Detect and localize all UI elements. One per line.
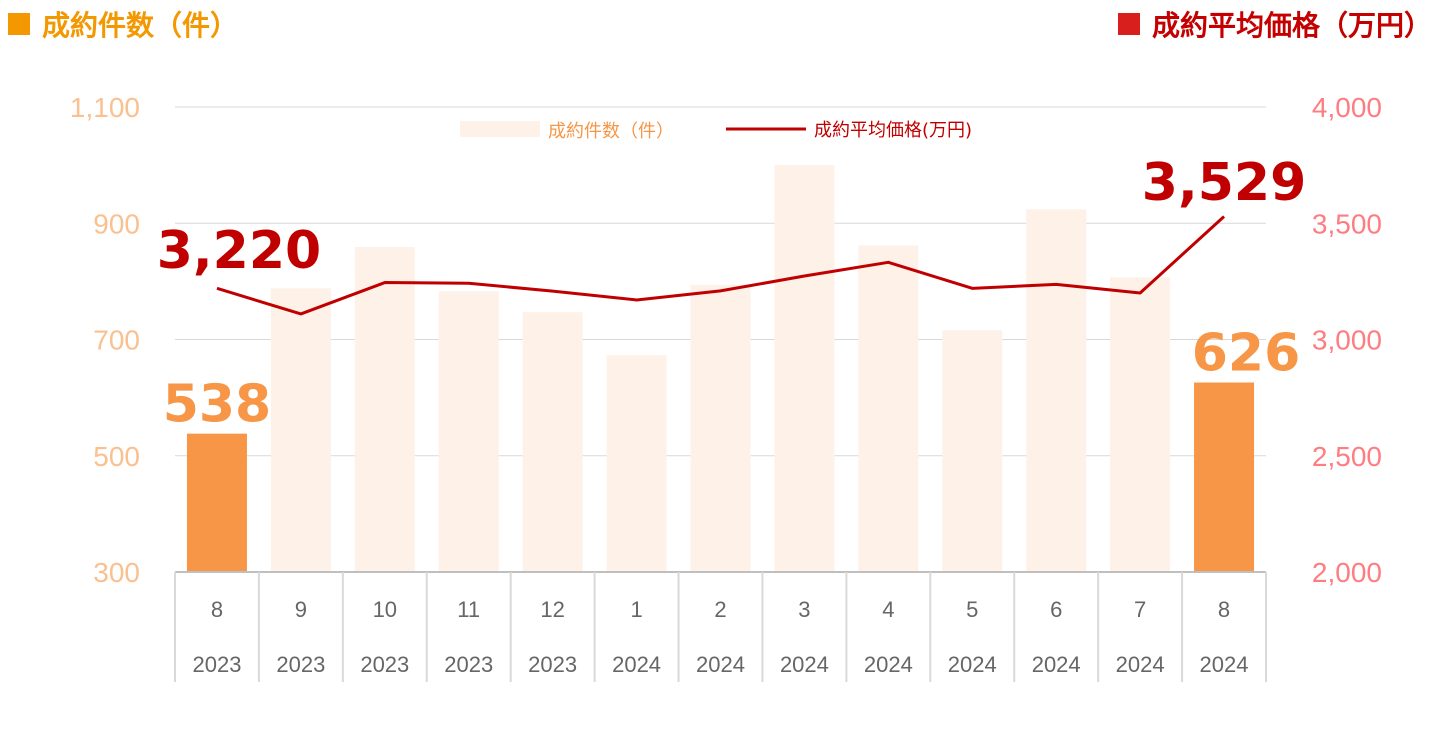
left-axis-tick-label: 300	[93, 557, 140, 588]
month-label: 4	[882, 597, 894, 622]
right-axis-title: 成約平均価格（万円）	[1117, 4, 1432, 44]
left-axis-title-text: 成約件数（件）	[42, 9, 239, 42]
data-label: 626	[1192, 324, 1301, 384]
legend-bar-label: 成約件数（件）	[548, 121, 674, 142]
month-label: 11	[457, 597, 480, 622]
month-label: 2	[714, 597, 726, 622]
year-label: 2023	[444, 652, 493, 677]
left-axis-tick-label: 1,100	[70, 92, 140, 123]
month-label: 1	[630, 597, 642, 622]
year-label: 2024	[612, 652, 661, 677]
right-axis-tick-label: 2,000	[1312, 557, 1382, 588]
bar	[690, 284, 751, 572]
bar	[1194, 382, 1255, 572]
data-label: 3,220	[157, 221, 321, 281]
month-label: 6	[1050, 597, 1062, 622]
data-label: 3,529	[1142, 153, 1306, 213]
month-label: 10	[373, 597, 397, 622]
left-axis-tick-label: 900	[93, 208, 140, 239]
right-axis-tick-label: 3,000	[1312, 325, 1382, 356]
month-label: 7	[1134, 597, 1146, 622]
right-axis-tick-label: 3,500	[1312, 208, 1382, 239]
bar	[606, 355, 667, 572]
bar	[1110, 277, 1171, 572]
bar	[858, 245, 919, 572]
year-label: 2024	[780, 652, 829, 677]
data-label: 538	[163, 375, 272, 435]
left-axis-tick-label: 500	[93, 441, 140, 472]
bar	[942, 330, 1003, 572]
right-axis-tick-label: 4,000	[1312, 92, 1382, 123]
year-label: 2024	[1032, 652, 1081, 677]
month-label: 8	[1218, 597, 1230, 622]
year-label: 2024	[1200, 652, 1249, 677]
right-axis-title-text: 成約平均価格（万円）	[1151, 9, 1432, 42]
right-axis-tick-label: 2,500	[1312, 441, 1382, 472]
bar	[354, 247, 415, 573]
red-square-icon	[1117, 13, 1140, 35]
orange-square-icon	[8, 13, 30, 35]
year-label: 2023	[276, 652, 325, 677]
month-label: 12	[540, 597, 564, 622]
bar	[438, 291, 499, 572]
year-label: 2023	[192, 652, 241, 677]
month-label: 5	[966, 597, 978, 622]
year-label: 2024	[1116, 652, 1165, 677]
bar	[1026, 209, 1087, 573]
bar	[774, 165, 835, 572]
month-label: 9	[295, 597, 307, 622]
legend-bar-swatch	[460, 121, 540, 137]
year-label: 2023	[528, 652, 577, 677]
year-label: 2024	[696, 652, 745, 677]
bar	[522, 312, 583, 572]
year-label: 2024	[948, 652, 997, 677]
legend-line-label: 成約平均価格(万円)	[814, 120, 972, 141]
year-label: 2024	[864, 652, 913, 677]
left-axis-title: 成約件数（件）	[8, 4, 238, 44]
left-axis-tick-label: 700	[93, 325, 140, 356]
month-label: 3	[798, 597, 810, 622]
bar	[270, 288, 331, 572]
bar	[186, 433, 247, 572]
year-label: 2023	[360, 652, 409, 677]
month-label: 8	[211, 597, 223, 622]
